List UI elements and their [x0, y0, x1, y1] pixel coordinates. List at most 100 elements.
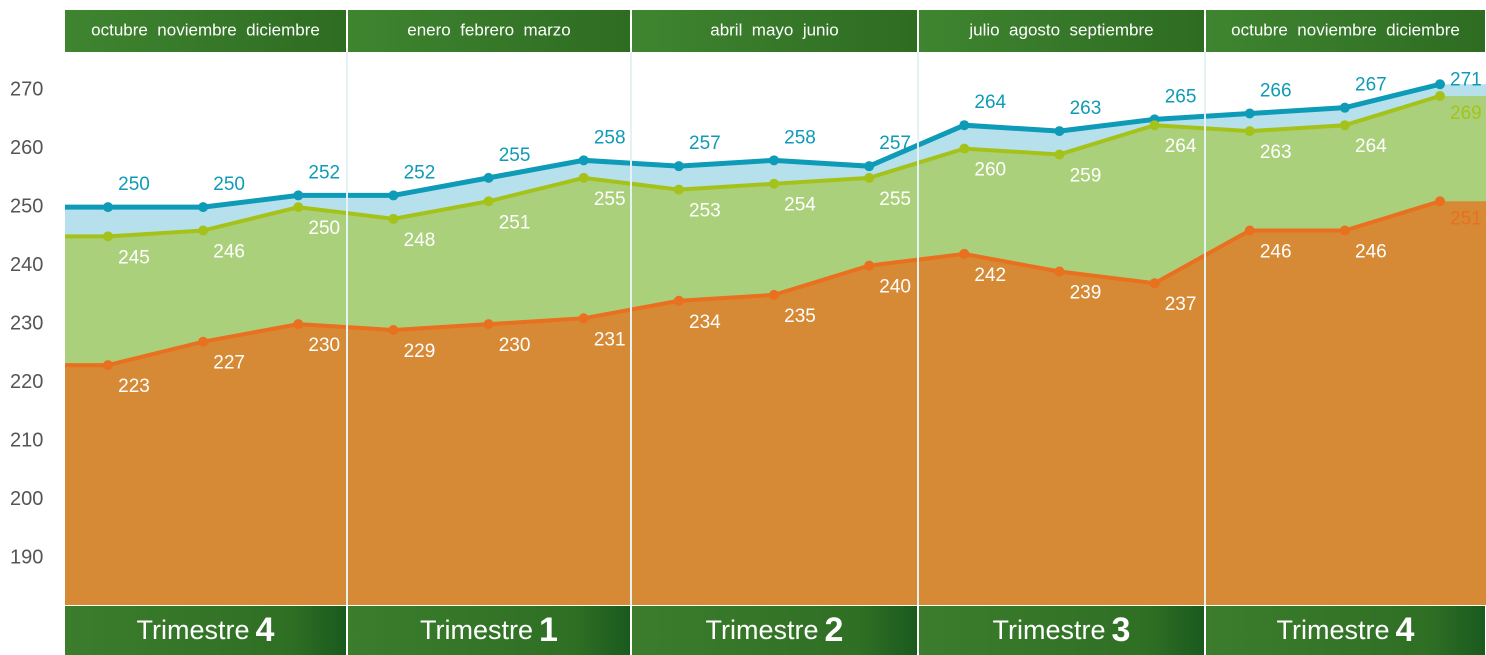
data-point	[198, 202, 209, 213]
quarter-number: 1	[539, 611, 558, 649]
data-label: 271	[1450, 69, 1482, 90]
data-label: 250	[213, 174, 245, 195]
data-point	[769, 155, 779, 166]
data-label: 263	[1260, 142, 1292, 163]
quarter-word: Trimestre	[1277, 615, 1390, 645]
month-header	[348, 10, 630, 52]
data-point	[1149, 278, 1160, 289]
data-label: 246	[1260, 242, 1292, 263]
data-label: 266	[1260, 81, 1292, 102]
data-label: 265	[1165, 86, 1197, 107]
data-label: 259	[1070, 165, 1102, 186]
data-point	[1054, 149, 1065, 160]
data-label: 227	[213, 353, 245, 374]
data-label: 258	[784, 127, 816, 148]
data-point	[388, 213, 399, 224]
quarter-footer	[1206, 606, 1485, 655]
data-point	[959, 248, 970, 259]
data-label: 264	[974, 92, 1006, 113]
data-label: 255	[499, 145, 531, 166]
month-header	[632, 10, 917, 52]
quarter-footer	[65, 606, 346, 655]
data-point	[293, 190, 304, 201]
quarter-word: Trimestre	[137, 615, 250, 645]
data-point	[578, 313, 589, 324]
data-label: 230	[308, 335, 340, 356]
data-point	[959, 143, 970, 154]
data-label: 235	[784, 306, 816, 327]
series-line	[65, 94, 1441, 239]
data-label: 254	[784, 195, 816, 216]
data-label: 229	[404, 341, 436, 362]
data-label: 263	[1070, 98, 1102, 119]
data-point	[388, 190, 399, 201]
quarter-label: Trimestre 1	[420, 611, 558, 649]
data-label: 257	[879, 133, 911, 154]
data-label: 237	[1165, 294, 1197, 315]
data-point	[673, 184, 684, 195]
data-label: 245	[118, 247, 150, 268]
y-tick-label: 270	[10, 78, 43, 100]
y-tick-label: 210	[10, 429, 43, 451]
data-label: 258	[594, 127, 626, 148]
quarter-number: 2	[825, 611, 844, 649]
quarter-word: Trimestre	[706, 615, 819, 645]
data-point	[673, 295, 684, 306]
data-point	[578, 172, 589, 183]
data-point	[864, 172, 875, 183]
data-label: 255	[594, 189, 626, 210]
quarter-label: Trimestre 3	[993, 611, 1131, 649]
data-point	[293, 202, 304, 213]
data-label: 231	[594, 329, 626, 350]
month-header-text: enero febrero marzo	[407, 20, 570, 39]
data-point	[1054, 126, 1065, 137]
data-point	[769, 289, 779, 300]
quarter-word: Trimestre	[993, 615, 1106, 645]
data-point	[1244, 108, 1255, 119]
data-label: 230	[499, 335, 531, 356]
data-point	[1435, 90, 1445, 101]
data-point	[103, 202, 113, 213]
y-tick-label: 230	[10, 312, 43, 334]
y-tick-label: 220	[10, 371, 43, 393]
data-label: 250	[308, 218, 340, 239]
data-point	[578, 155, 589, 166]
data-label: 264	[1165, 136, 1197, 157]
month-header-text: octubre noviembre diciembre	[91, 20, 320, 39]
data-point	[483, 172, 494, 183]
data-point	[1149, 120, 1160, 131]
data-label: 251	[499, 212, 531, 233]
data-point	[769, 178, 779, 189]
data-label: 251	[1450, 208, 1482, 229]
y-tick-label: 190	[10, 546, 43, 568]
data-point	[1244, 225, 1255, 236]
quarter-word: Trimestre	[420, 615, 533, 645]
data-point	[1339, 120, 1350, 131]
quarter-footer	[632, 606, 917, 655]
quarter-label: Trimestre 4	[1277, 611, 1415, 649]
data-point	[864, 161, 875, 172]
data-point	[198, 336, 209, 347]
y-tick-label: 200	[10, 488, 43, 510]
data-label: 253	[689, 201, 721, 222]
quarter-footer	[348, 606, 630, 655]
quarter-number: 4	[1396, 611, 1415, 649]
area-fill	[65, 201, 1486, 605]
y-tick-label: 250	[10, 195, 43, 217]
data-label: 255	[879, 189, 911, 210]
data-label: 257	[689, 133, 721, 154]
data-point	[673, 161, 684, 172]
y-tick-label: 240	[10, 254, 43, 276]
data-label: 223	[118, 376, 150, 397]
data-point	[1435, 196, 1445, 207]
data-label: 260	[974, 160, 1006, 181]
y-tick-label: 260	[10, 137, 43, 159]
data-label: 242	[974, 265, 1006, 286]
data-point	[959, 120, 970, 131]
data-label: 252	[404, 162, 436, 183]
series-line	[65, 199, 1441, 368]
data-label: 246	[1355, 242, 1387, 263]
quarter-number: 4	[256, 611, 275, 649]
data-label: 234	[689, 312, 721, 333]
